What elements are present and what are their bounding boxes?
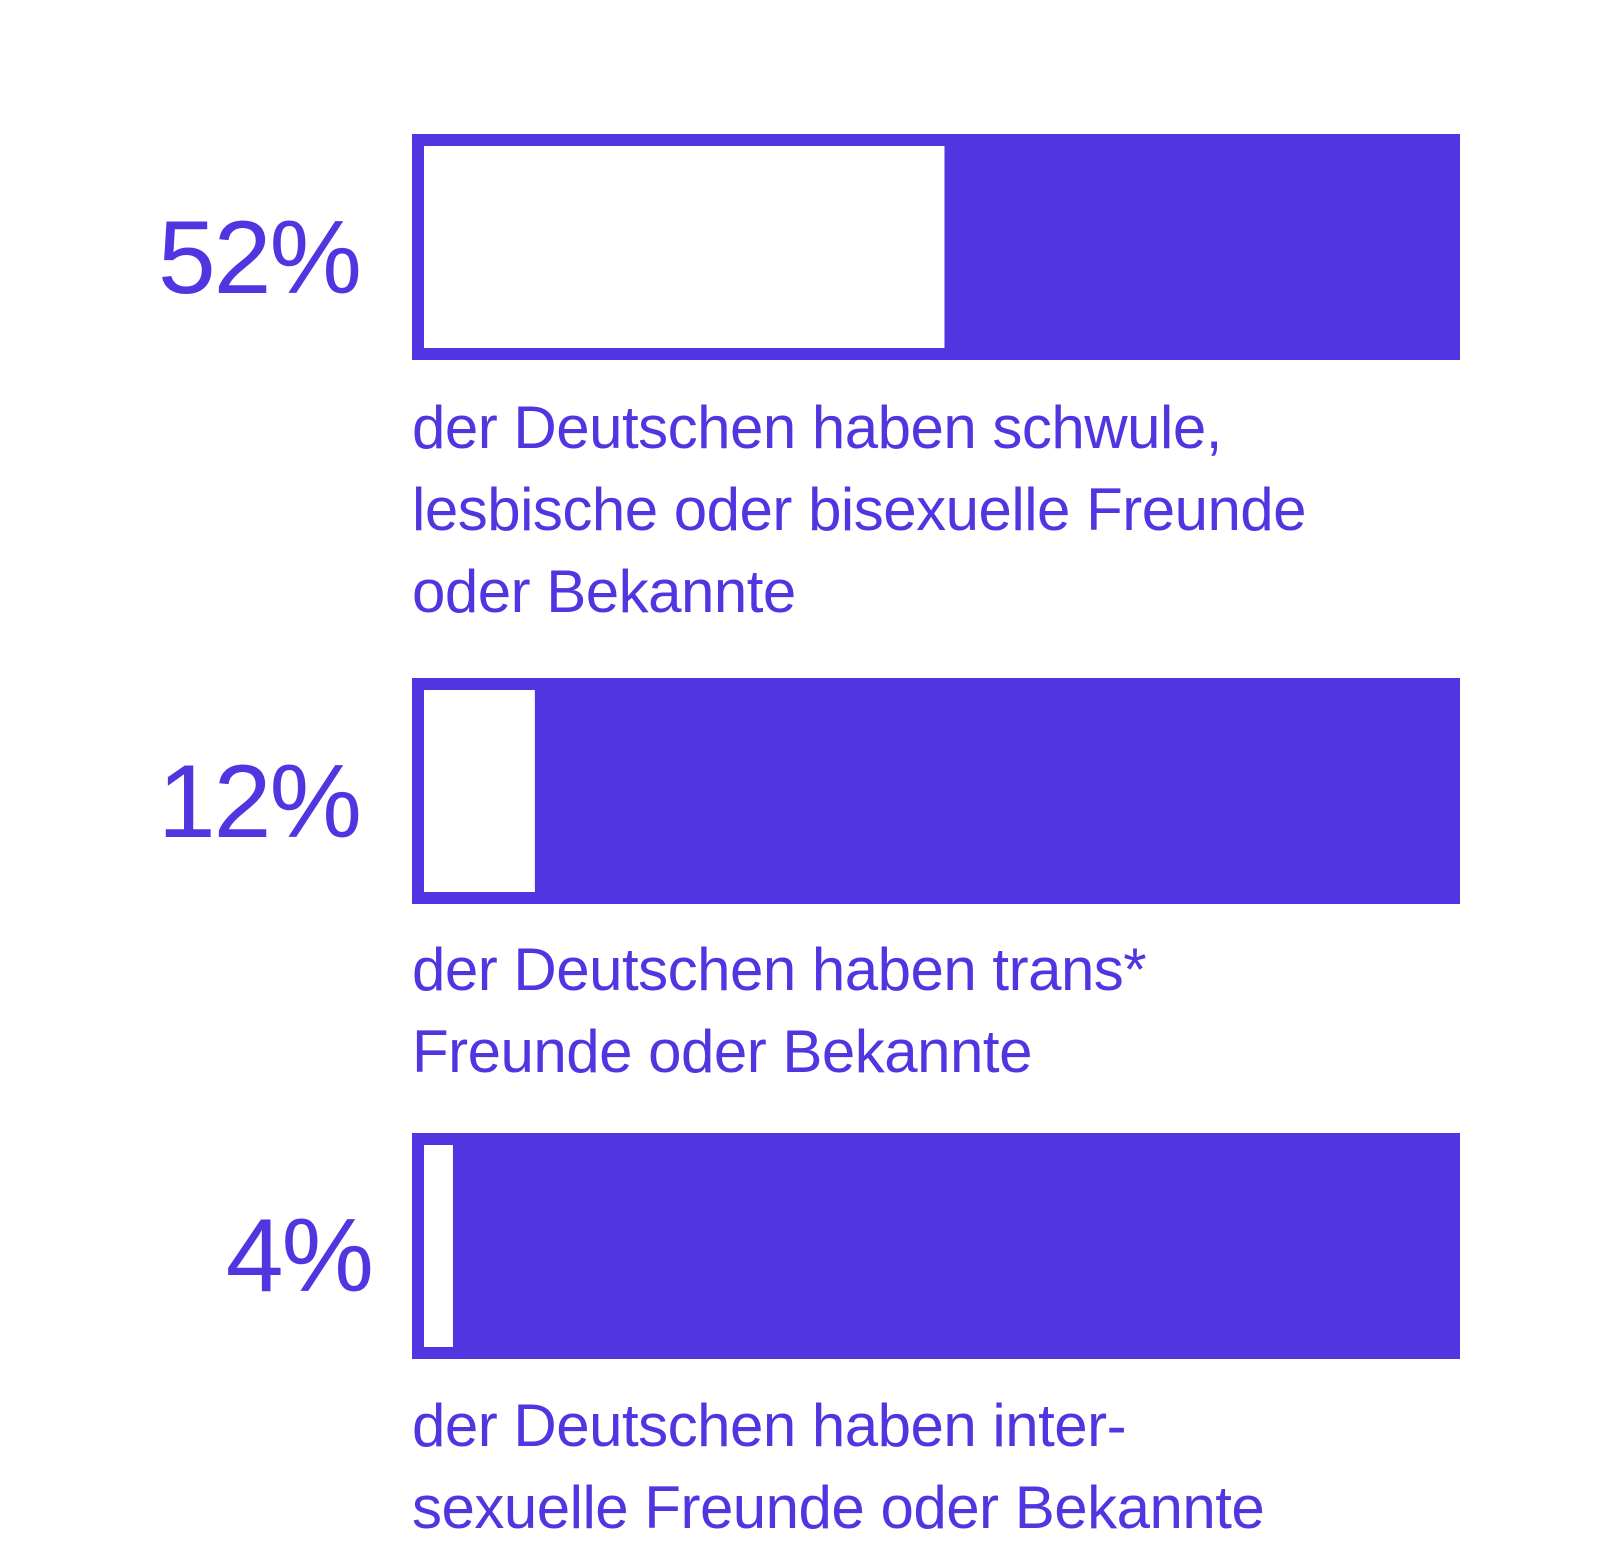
value-label-row-2: 12%: [157, 744, 362, 860]
bar-value-row-1: [424, 146, 945, 348]
description-row-1-line-3: oder Bekannte: [412, 558, 796, 625]
bar-track-row-2: [412, 678, 1460, 904]
description-row-3-line-2: sexuelle Freunde oder Bekannte: [412, 1474, 1265, 1541]
bar-value-row-2: [424, 690, 535, 892]
description-row-2-line-2: Freunde oder Bekannte: [412, 1018, 1032, 1085]
value-label-row-1: 52%: [157, 200, 362, 316]
description-row-2: der Deutschen haben trans* Freunde oder …: [412, 929, 1492, 1093]
value-label-row-3: 4%: [225, 1198, 374, 1314]
description-row-1-line-2: lesbische oder bisexuelle Freunde: [412, 476, 1307, 543]
description-row-1: der Deutschen haben schwule, lesbische o…: [412, 387, 1492, 633]
description-row-3: der Deutschen haben inter- sexuelle Freu…: [412, 1385, 1492, 1549]
bar-value-row-3: [424, 1145, 453, 1347]
bar-track-row-3: [412, 1133, 1460, 1359]
description-row-3-line-1: der Deutschen haben inter-: [412, 1392, 1127, 1459]
description-row-1-line-1: der Deutschen haben schwule,: [412, 394, 1222, 461]
description-row-2-line-1: der Deutschen haben trans*: [412, 936, 1147, 1003]
